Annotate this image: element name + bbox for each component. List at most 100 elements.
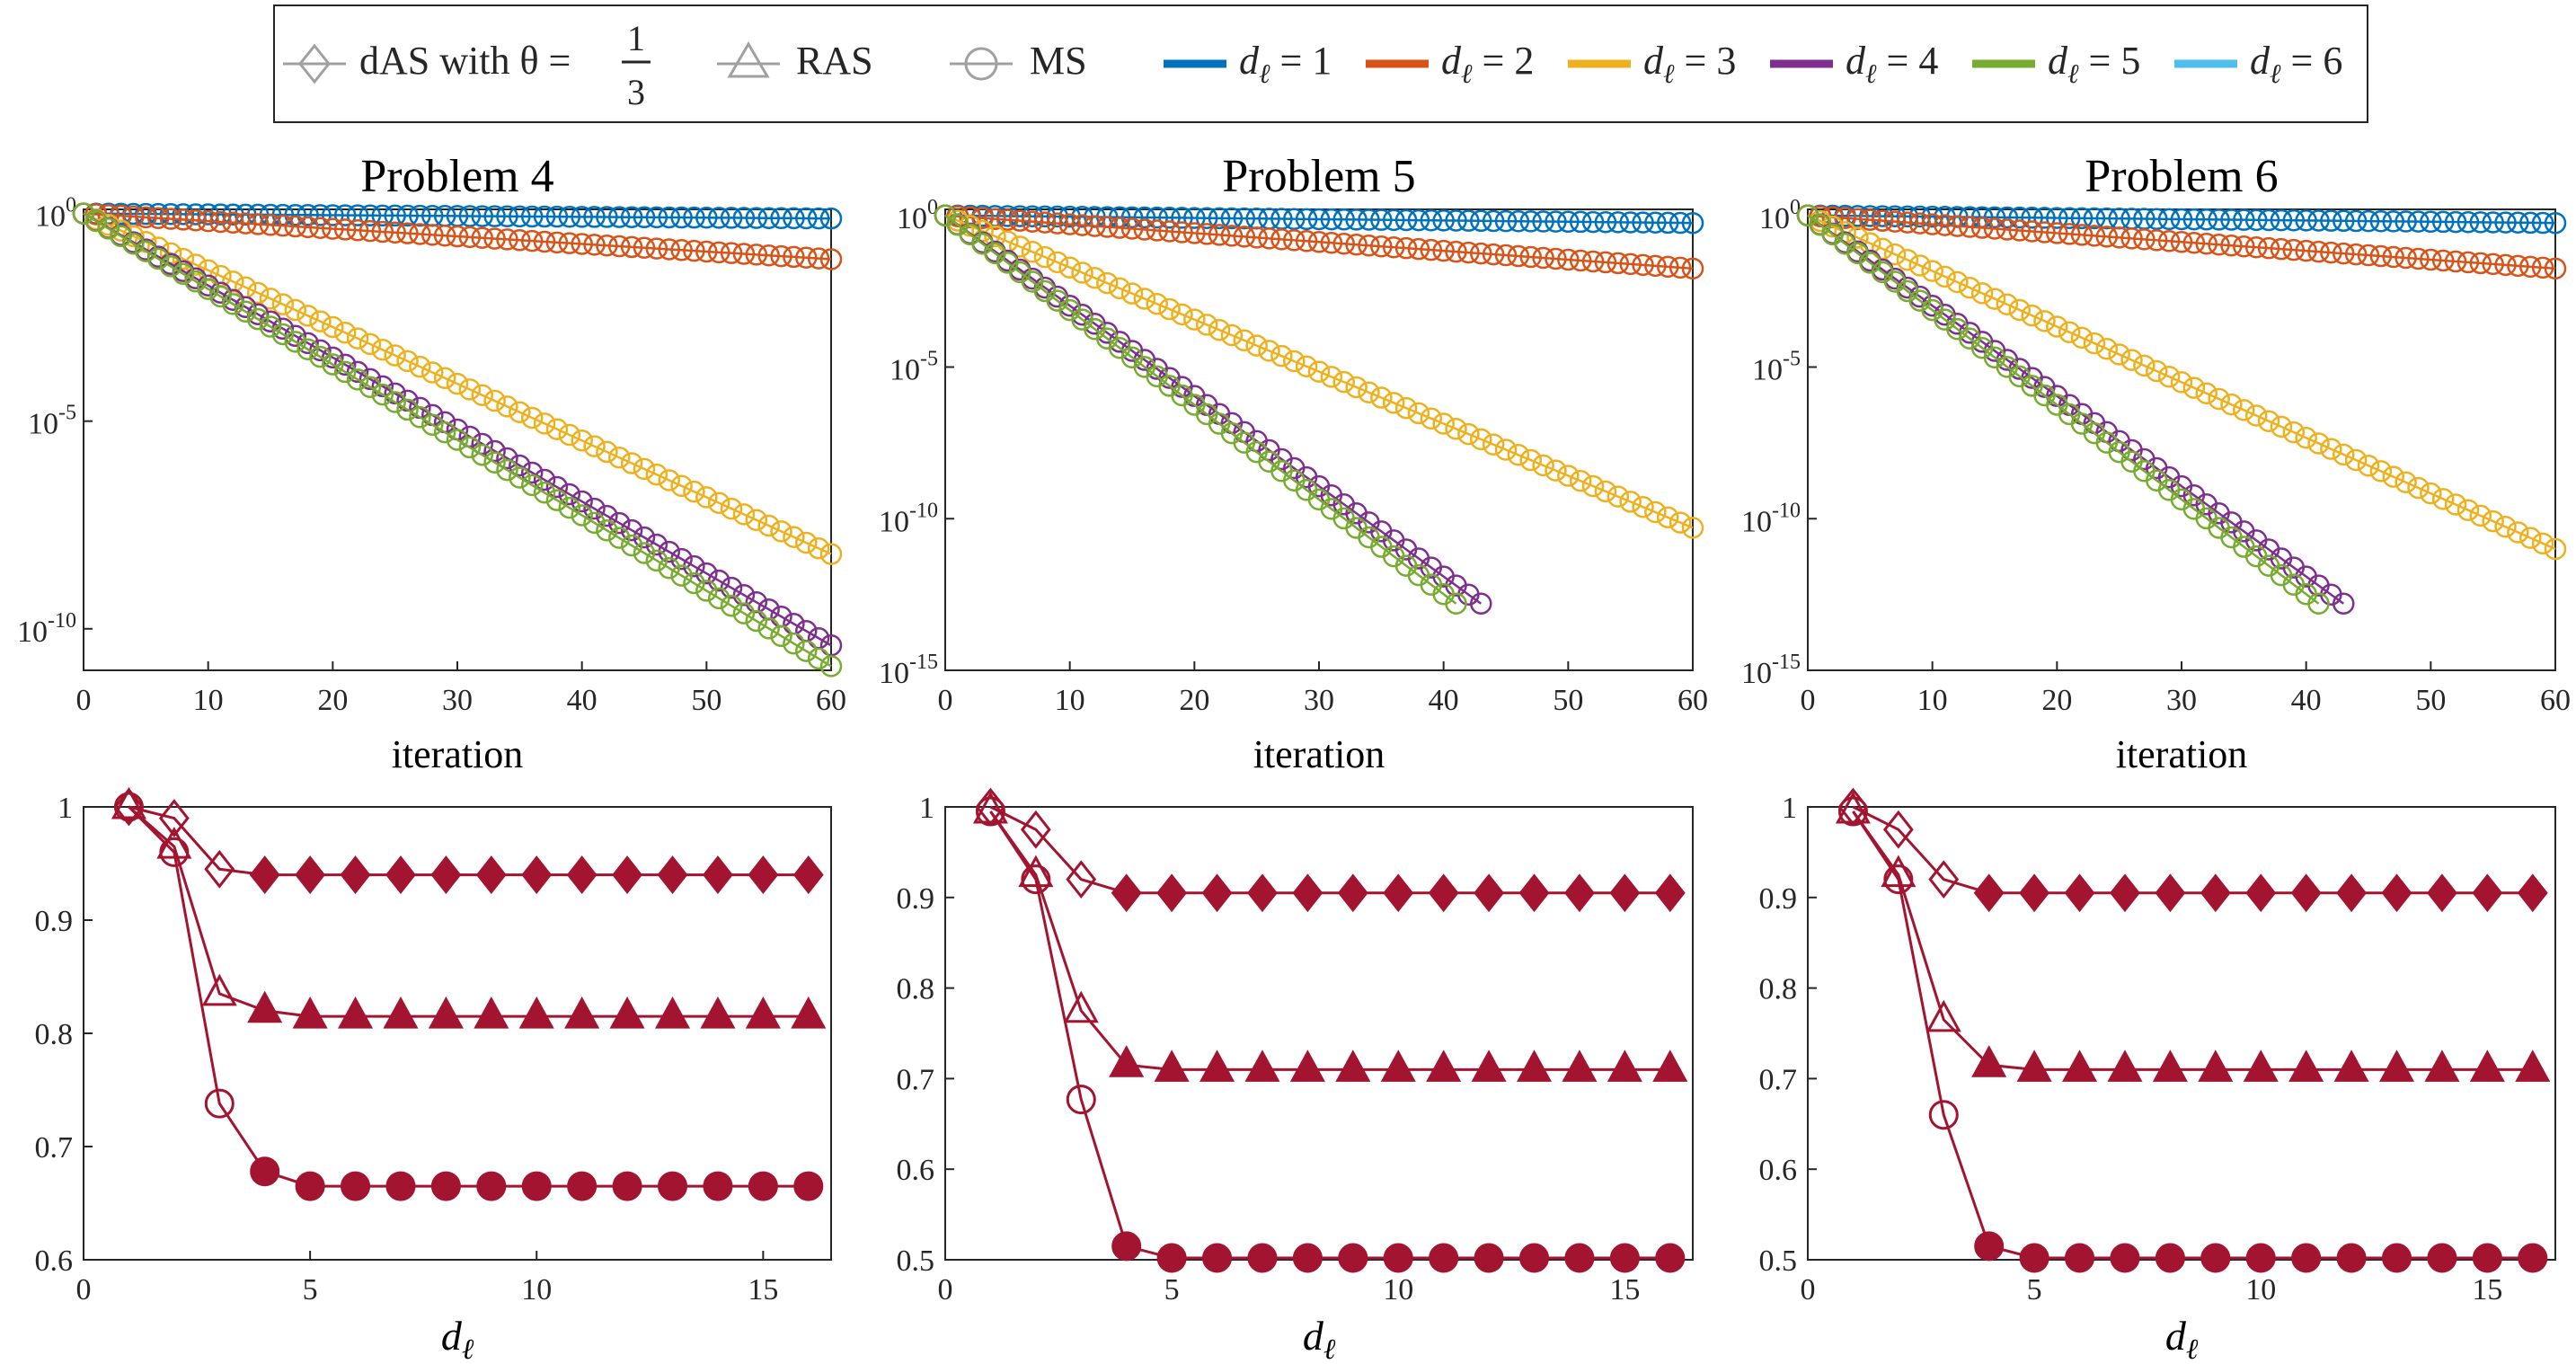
p4bot-ras-line — [128, 805, 809, 1018]
p6top-series-3-point — [1908, 254, 1932, 277]
p4bot-series-ras — [111, 786, 827, 1029]
p6top-series-3-point — [2070, 326, 2094, 350]
p6bot-ras-line — [1852, 810, 2533, 1071]
p5top-series-1-point — [1146, 206, 1168, 229]
p4top-xtick-label: 0 — [76, 684, 92, 717]
p4top-series-2-point — [458, 226, 482, 249]
p4top-series-3-point — [645, 463, 668, 486]
p6top-series-1-point — [2220, 208, 2243, 231]
p6top-series-1-point — [2046, 207, 2068, 229]
p4top-series-3-point — [558, 423, 581, 447]
p4bot-das-point — [295, 855, 326, 895]
p4top-series-5-point — [97, 217, 120, 240]
p4top-series-2-point — [496, 228, 518, 251]
p4top-series-2-point — [159, 208, 182, 230]
p5top-series-1-point — [1382, 208, 1405, 232]
p6top-series-1-point — [2270, 208, 2293, 232]
legend-ms-label: MS — [1030, 39, 1087, 83]
p6top-series-2-point — [2344, 243, 2368, 266]
p4top-series-3-point — [545, 418, 569, 440]
p4top-series-1-point — [770, 207, 792, 230]
p5top-series-3-point — [971, 219, 994, 243]
p6top-ytick-label: 100 — [1759, 196, 1801, 235]
p4top-series-5-point — [197, 278, 219, 300]
p4top-ytick-label: 10-5 — [28, 402, 76, 441]
p4top-series-3-point — [720, 497, 743, 520]
p5top-series-3-point — [1046, 251, 1069, 274]
p4top-series-2-point — [583, 234, 606, 256]
p4top-series-5-point — [520, 474, 544, 497]
p5top-series-2-point — [1208, 224, 1231, 246]
p5top-series-2-point — [1569, 249, 1592, 272]
p6top-xtick-label: 40 — [2291, 684, 2322, 717]
p4top-series-5-point — [683, 571, 705, 595]
p4top-series-5-point — [458, 436, 482, 459]
p4top-series-1-point — [359, 204, 382, 226]
p5bot-das-point — [1111, 873, 1142, 913]
p5top-series-2-point — [1644, 254, 1667, 278]
p4top-series-2-point — [545, 231, 569, 254]
p4top-series-1-point — [333, 204, 357, 226]
p6top-series-1-point — [2157, 208, 2181, 231]
p4top-series-2-point — [309, 217, 332, 239]
p6top-series-2-point — [2021, 220, 2043, 243]
p4top-series-5-point — [371, 383, 394, 406]
p6top-series-2-point — [2333, 242, 2355, 265]
p6top-series-1-point — [2195, 208, 2217, 231]
p6top-series-2-point — [1996, 218, 2019, 241]
p4top-series-5-point — [533, 482, 556, 504]
p5bot-das-point — [1066, 860, 1097, 899]
p4top-series-5-point — [658, 556, 680, 580]
p6top-series-3-point — [2320, 438, 2342, 460]
p6top-series-2-point — [2244, 235, 2268, 259]
p6top-series-1-point — [2519, 211, 2542, 235]
p4top-series-5-point — [172, 262, 195, 286]
p4top-series-1-point — [371, 204, 394, 227]
p6top-series-3-point — [1946, 270, 1969, 294]
p4top-ytick-label: 100 — [35, 194, 76, 234]
p5top-series-3-point — [1545, 459, 1567, 482]
p6top-series-1-point — [2333, 209, 2355, 233]
p6bot-ms-point — [1928, 1100, 1959, 1130]
p6top-series-3-line — [1807, 214, 2556, 551]
p6top-series-3-point — [2420, 482, 2442, 505]
p6top-series-2-point — [2133, 228, 2156, 251]
p4top-series-3-point — [533, 412, 556, 435]
p5top-series-3-point — [1332, 370, 1355, 394]
p4top-title: Problem 4 — [360, 151, 553, 202]
p5top-series-2-point — [1470, 242, 1492, 265]
p6top-series-5-line — [1807, 214, 2320, 605]
p6bot-chart: dℓ 0 5 10 15 0.5 0.6 0.7 0.8 0.9 1 — [1759, 787, 2556, 1364]
p6top-series-3-point — [2058, 321, 2081, 343]
p4top-series-5-point — [346, 368, 369, 391]
p4top-series-2 — [72, 202, 843, 270]
p4top-series-3-point — [222, 270, 244, 293]
p6top-series-2-point — [2046, 222, 2068, 244]
p4bot-xtick-label: 15 — [748, 1273, 778, 1306]
p6top-series-2-point — [2519, 255, 2542, 279]
p6top-series-2-point — [1871, 209, 1894, 232]
p5top-series-2-point — [1370, 235, 1393, 258]
p4top-series-1-point — [384, 204, 406, 227]
p4top-series-1-point — [707, 207, 730, 229]
p5top-series-1-point — [1457, 209, 1480, 232]
p6top-series-2-point — [1946, 215, 1969, 237]
p5bot-ytick-label: 0.6 — [897, 1154, 935, 1187]
p5top-series-1-point — [1307, 208, 1331, 231]
p5top-series-1-point — [1581, 210, 1605, 234]
p5bot-ms-point — [1021, 864, 1051, 895]
p4top-xtick-label: 40 — [567, 684, 598, 717]
p6bot-ytick-label: 0.5 — [1759, 1244, 1798, 1278]
p4top-series-2-point — [483, 227, 506, 250]
p5top-series-2-point — [1158, 220, 1181, 243]
p6bot-ytick-label: 0.7 — [1759, 1063, 1798, 1096]
p5bot-xtick-label: 5 — [1164, 1273, 1180, 1306]
p6bot-das-point — [2427, 873, 2457, 913]
p4top-series-3-point — [359, 332, 382, 356]
p6top-xtick-label: 20 — [2041, 684, 2072, 717]
p4top-series-5-point — [284, 331, 306, 353]
p4top-series-1-point — [620, 206, 643, 228]
p6top-ytick-label: 10-10 — [1741, 499, 1801, 538]
p6top-series-1-point — [2456, 210, 2480, 234]
